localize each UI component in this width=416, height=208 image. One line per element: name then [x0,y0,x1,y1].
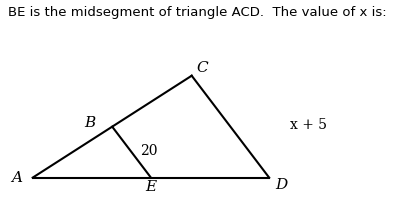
Text: A: A [11,171,22,185]
Text: C: C [196,61,208,75]
Text: 20: 20 [140,144,158,158]
Text: E: E [145,180,156,194]
Text: B: B [84,116,95,130]
Text: BE is the midsegment of triangle ACD.  The value of x is:: BE is the midsegment of triangle ACD. Th… [8,6,387,19]
Text: D: D [275,178,287,192]
Text: x + 5: x + 5 [290,118,327,132]
